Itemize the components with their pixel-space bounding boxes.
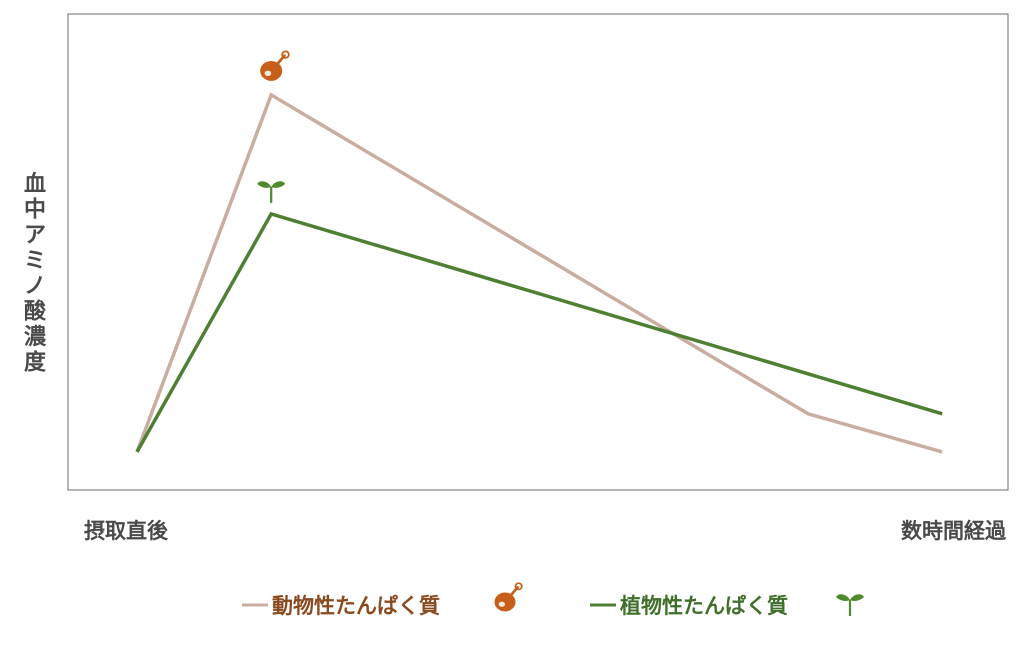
sprout-icon <box>257 181 286 203</box>
x-tick-label-start: 摂取直後 <box>84 519 169 543</box>
legend-sprout-icon <box>836 594 864 616</box>
y-axis-label-char: ア <box>24 223 46 248</box>
legend-label-plant: 植物性たんぱく質 <box>620 594 788 618</box>
series-line-animal <box>135 92 943 454</box>
y-axis-label-char: 酸 <box>24 300 47 325</box>
series-layer <box>135 92 943 454</box>
meat-drumstick-icon <box>260 50 290 81</box>
x-tick-label-end: 数時間経過 <box>901 519 1007 543</box>
legend: 動物性たんぱく質 植物性たんぱく質 <box>242 582 864 618</box>
y-axis-label-char: ミ <box>24 249 46 274</box>
y-axis-label-char: 中 <box>24 198 46 223</box>
series-line-plant <box>135 211 943 453</box>
y-axis-label-char: 血 <box>24 171 46 197</box>
y-axis-label-char: ノ <box>24 274 46 299</box>
legend-label-animal: 動物性たんぱく質 <box>272 594 440 618</box>
y-axis-label-char: 濃 <box>24 325 47 350</box>
peak-icons <box>257 50 290 203</box>
legend-meat-icon <box>494 582 523 612</box>
y-axis-label-char: 度 <box>24 350 47 376</box>
